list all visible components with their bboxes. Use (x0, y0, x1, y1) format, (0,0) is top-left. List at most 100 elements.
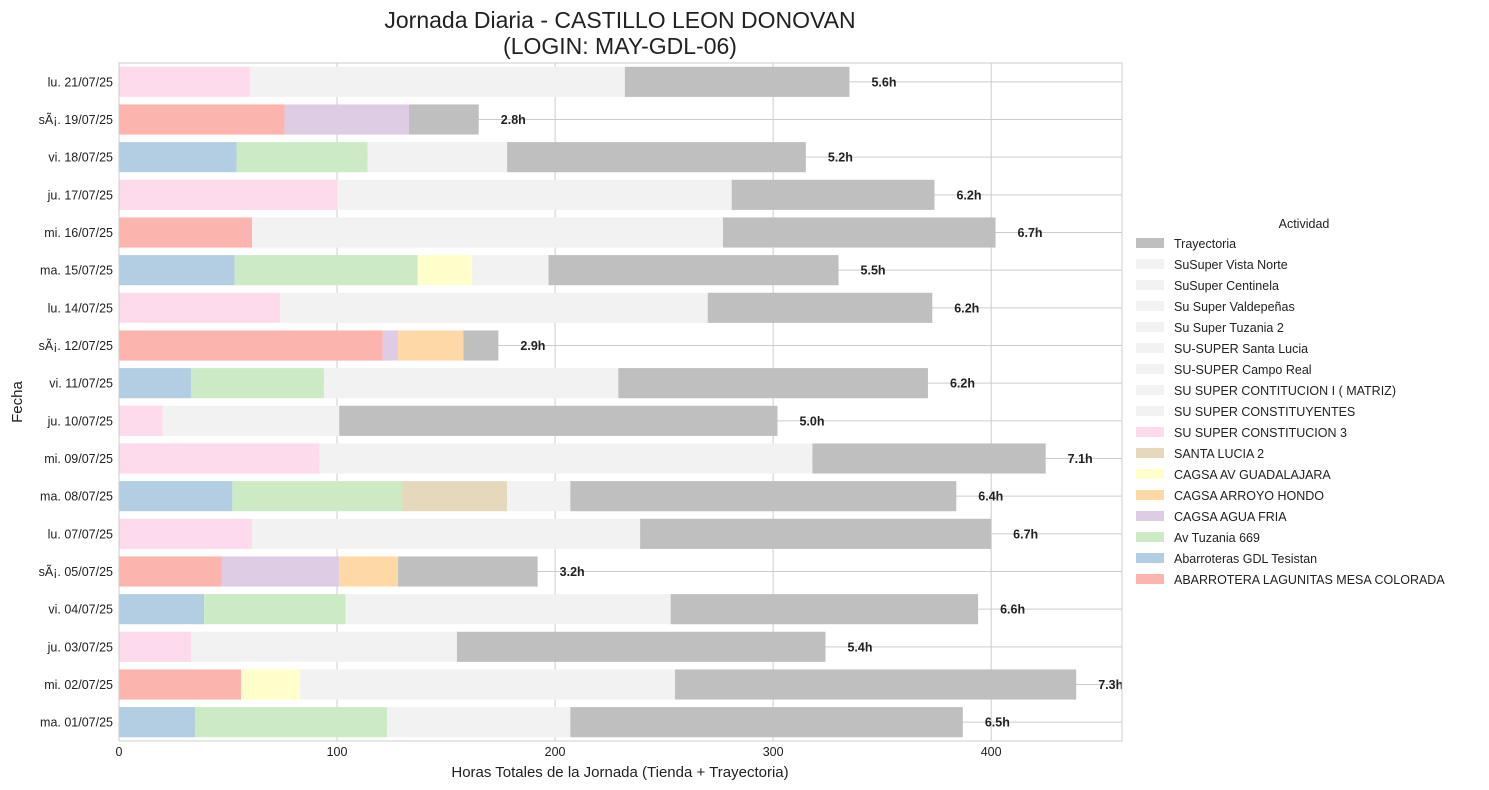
bar-segment (507, 142, 806, 173)
bar-segment (119, 631, 191, 662)
bar-segment (119, 179, 338, 210)
bar-segment (119, 518, 253, 549)
bar-segment (319, 443, 813, 474)
y-axis-label: Fecha (9, 381, 26, 423)
legend-entry-label: SU SUPER CONSTITUCION 3 (1174, 426, 1347, 440)
bar-segment (417, 255, 473, 286)
bar-total-label: 5.6h (871, 75, 896, 89)
bar-segment (387, 707, 571, 738)
x-tick-label: 400 (981, 745, 1002, 759)
bar-segment (204, 594, 346, 625)
bar-segment (190, 631, 457, 662)
y-tick-label: lu. 07/07/25 (48, 527, 113, 541)
bar-segment (339, 405, 778, 436)
bar-segment (119, 104, 285, 135)
bar-segment (119, 707, 196, 738)
bar-segment (236, 142, 368, 173)
bar-total-label: 3.2h (560, 565, 585, 579)
legend-entry-label: Abarroteras GDL Tesistan (1174, 552, 1317, 566)
x-tick-label: 0 (116, 745, 123, 759)
bar-segment (195, 707, 388, 738)
x-tick-label: 200 (545, 745, 566, 759)
bar-segment (284, 104, 409, 135)
legend-swatch (1136, 532, 1164, 542)
total-labels: 5.6h 2.8h 5.2h 6.2h 6.7h 5.5h 6.2h 2.9h 6.2h 5.0h… (501, 75, 1123, 729)
y-tick-label: ma. 08/07/25 (40, 490, 113, 504)
y-tick-label: lu. 21/07/25 (48, 75, 113, 89)
y-tick-label: ma. 15/07/25 (40, 264, 113, 278)
legend-swatch (1136, 448, 1164, 458)
legend-title: Actividad (1279, 217, 1330, 231)
x-tick-label: 300 (763, 745, 784, 759)
bar-segment (548, 255, 839, 286)
bar-total-label: 5.4h (847, 640, 872, 654)
bar-total-label: 6.2h (950, 377, 975, 391)
bar-segment (367, 142, 508, 173)
y-tick-label: lu. 14/07/25 (48, 301, 113, 315)
legend-swatch (1136, 238, 1164, 248)
bar-segment (119, 255, 235, 286)
bar-segment (234, 255, 418, 286)
legend: Actividad Trayectoria SuSuper Vista Norte… (1136, 217, 1445, 587)
legend-entry-label: CAGSA AV GUADALAJARA (1174, 468, 1331, 482)
x-tick-label: 100 (327, 745, 348, 759)
bar-segment (162, 405, 340, 436)
bar-segment (249, 66, 625, 97)
legend-swatch (1136, 385, 1164, 395)
bar-total-label: 7.1h (1068, 452, 1093, 466)
bar-total-label: 6.6h (1000, 603, 1025, 617)
legend-swatch (1136, 280, 1164, 290)
y-tick-label: ju. 17/07/25 (47, 188, 113, 202)
bar-total-label: 5.0h (799, 414, 824, 428)
bar-segment (398, 556, 538, 587)
legend-swatch (1136, 406, 1164, 416)
bar-segment (119, 368, 191, 399)
bar-segment (119, 594, 205, 625)
bar-total-label: 6.5h (985, 716, 1010, 730)
bars (119, 66, 1077, 738)
bar-segment (570, 481, 957, 512)
bar-segment (119, 330, 383, 361)
bar-total-label: 2.8h (501, 113, 526, 127)
bar-segment (299, 669, 676, 700)
legend-swatch (1136, 574, 1164, 584)
bar-segment (722, 217, 996, 248)
y-tick-label: sÃ¡. 12/07/25 (39, 339, 113, 353)
y-tick-label: ju. 03/07/25 (47, 640, 113, 654)
bar-total-label: 6.2h (954, 301, 979, 315)
bar-total-label: 6.4h (978, 490, 1003, 504)
bar-segment (624, 66, 850, 97)
y-tick-label: ma. 01/07/25 (40, 716, 113, 730)
chart-subtitle: (LOGIN: MAY-GDL-06) (503, 33, 737, 59)
bar-segment (119, 443, 320, 474)
bar-segment (119, 556, 222, 587)
bar-segment (640, 518, 992, 549)
bar-segment (119, 142, 237, 173)
y-tick-labels: lu. 21/07/25 sÃ¡. 19/07/25 vi. 18/07/25 ju.… (39, 75, 113, 729)
bar-segment (119, 217, 253, 248)
bar-segment (119, 292, 281, 323)
legend-entry-label: Av Tuzania 669 (1174, 531, 1260, 545)
plot-frame (118, 62, 1123, 742)
legend-swatch (1136, 469, 1164, 479)
bar-segment (670, 594, 979, 625)
legend-entry-label: SU SUPER CONSTITUYENTES (1174, 405, 1355, 419)
bar-segment (221, 556, 340, 587)
bar-segment (408, 104, 479, 135)
legend-entry-label: SANTA LUCIA 2 (1174, 447, 1264, 461)
bar-total-label: 6.7h (1018, 226, 1043, 240)
bar-segment (190, 368, 324, 399)
legend-swatch (1136, 259, 1164, 269)
legend-swatch (1136, 553, 1164, 563)
legend-entry-label: SuSuper Centinela (1174, 279, 1279, 293)
bar-segment (323, 368, 619, 399)
bar-segment (456, 631, 826, 662)
legend-entry-label: ABARROTERA LAGUNITAS MESA COLORADA (1174, 573, 1445, 587)
bar-segment (675, 669, 1077, 700)
bar-total-label: 7.3h (1098, 678, 1123, 692)
y-tick-label: vi. 11/07/25 (49, 377, 113, 391)
bar-segment (119, 481, 233, 512)
bar-segment (402, 481, 508, 512)
legend-swatch (1136, 364, 1164, 374)
